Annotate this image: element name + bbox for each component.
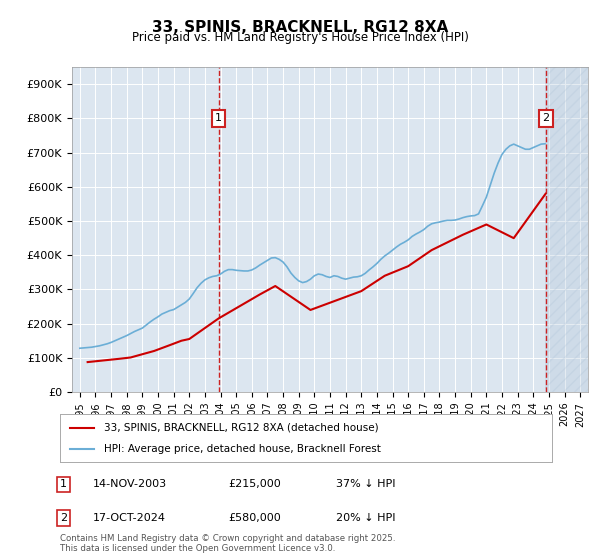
Text: 20% ↓ HPI: 20% ↓ HPI <box>336 513 395 523</box>
Text: 37% ↓ HPI: 37% ↓ HPI <box>336 479 395 489</box>
Text: 14-NOV-2003: 14-NOV-2003 <box>93 479 167 489</box>
Text: 2: 2 <box>60 513 67 523</box>
Text: £580,000: £580,000 <box>228 513 281 523</box>
Bar <box>545 67 588 392</box>
Text: 33, SPINIS, BRACKNELL, RG12 8XA: 33, SPINIS, BRACKNELL, RG12 8XA <box>152 20 448 35</box>
Text: 33, SPINIS, BRACKNELL, RG12 8XA (detached house): 33, SPINIS, BRACKNELL, RG12 8XA (detache… <box>104 423 379 433</box>
Text: 2: 2 <box>542 114 549 124</box>
Text: 1: 1 <box>60 479 67 489</box>
Text: Price paid vs. HM Land Registry's House Price Index (HPI): Price paid vs. HM Land Registry's House … <box>131 31 469 44</box>
Text: HPI: Average price, detached house, Bracknell Forest: HPI: Average price, detached house, Brac… <box>104 444 381 454</box>
Text: 17-OCT-2024: 17-OCT-2024 <box>93 513 166 523</box>
Text: 1: 1 <box>215 114 222 124</box>
Text: £215,000: £215,000 <box>228 479 281 489</box>
Text: Contains HM Land Registry data © Crown copyright and database right 2025.
This d: Contains HM Land Registry data © Crown c… <box>60 534 395 553</box>
